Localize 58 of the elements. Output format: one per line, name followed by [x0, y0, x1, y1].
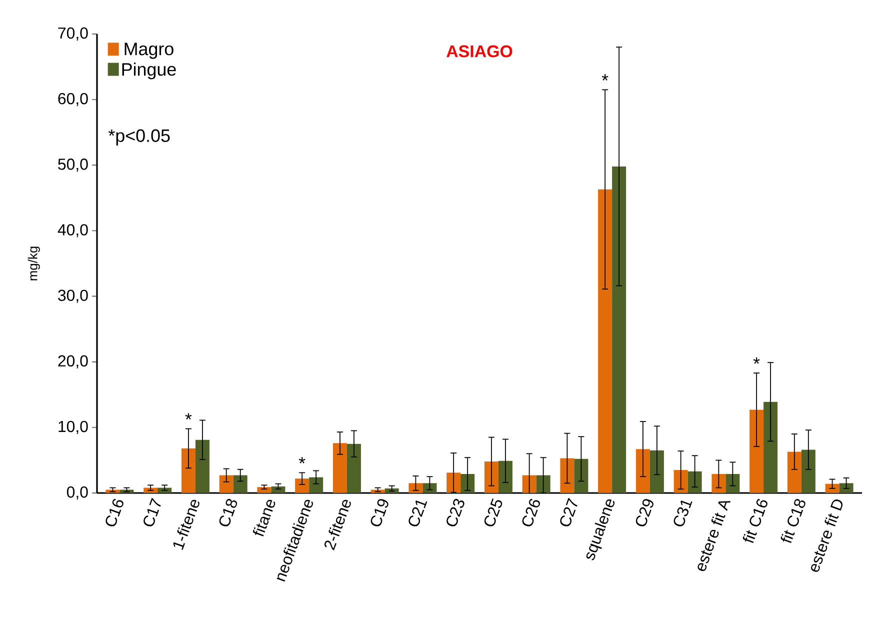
annotation: * [753, 357, 760, 364]
bar [181, 448, 196, 493]
annotation: * [185, 413, 192, 420]
annotation: *p<0.05 [108, 129, 170, 146]
x-tick-label: fit C18 [780, 498, 806, 544]
bar [825, 484, 840, 493]
y-tick-label: 10,0 [58, 420, 88, 434]
x-tick-label: C31 [674, 500, 692, 526]
y-tick-label: 40,0 [58, 224, 88, 238]
bar [370, 490, 385, 493]
y-tick-label: 60,0 [58, 92, 88, 106]
y-tick-label: 50,0 [58, 158, 88, 172]
x-tick-label: fitane [252, 500, 276, 536]
x-tick-label: C25 [484, 498, 502, 526]
bar [106, 490, 120, 493]
x-tick-label: C23 [446, 498, 464, 526]
annotation: * [602, 74, 608, 80]
x-tick-label: C16 [106, 498, 124, 526]
x-tick-label: 1-fitene [173, 500, 200, 550]
bar [257, 487, 272, 493]
legend-label: Magro [124, 42, 174, 59]
y-tick-label: 70,0 [58, 27, 88, 41]
bar [295, 478, 310, 493]
bar [332, 443, 347, 493]
bar [219, 475, 234, 493]
x-tick-label: C27 [560, 498, 578, 526]
x-tick-label: C29 [636, 499, 654, 526]
x-tick-label: estere fit A [698, 501, 731, 572]
bar [384, 488, 399, 493]
y-axis-title: mg/kg [28, 246, 40, 280]
bar [839, 483, 854, 493]
legend-label: Pingue [122, 62, 176, 80]
x-tick-label: C26 [522, 498, 540, 526]
bar [120, 490, 134, 493]
x-tick-label: C17 [144, 498, 161, 526]
x-tick-label: C18 [219, 498, 238, 526]
bar [612, 166, 626, 493]
x-tick-label: C19 [370, 499, 388, 526]
bar [408, 483, 423, 493]
bar [233, 475, 248, 493]
bar [764, 402, 778, 493]
y-tick-label: 30,0 [58, 290, 88, 303]
annotation: * [298, 457, 306, 464]
bar [422, 483, 437, 493]
bar [309, 477, 324, 493]
bar [598, 189, 612, 493]
bar [195, 440, 210, 493]
x-tick-label: fit C16 [742, 498, 768, 544]
y-tick-label: 0,0 [66, 486, 88, 500]
bar [750, 410, 764, 493]
x-tick-label: 2-fitene [324, 500, 351, 550]
bar [787, 452, 802, 493]
x-tick-label: C21 [408, 500, 428, 526]
bar [801, 450, 816, 493]
x-tick-label: estere fit D [811, 499, 843, 572]
text: ASIAGO [446, 45, 512, 58]
y-tick-label: 20,0 [58, 355, 88, 368]
bar [346, 444, 361, 493]
